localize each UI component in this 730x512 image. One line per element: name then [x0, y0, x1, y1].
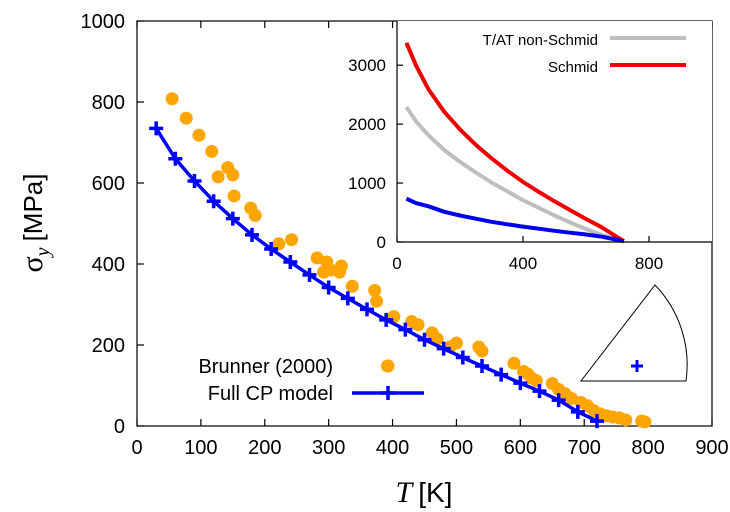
- model-point: [551, 393, 566, 408]
- model-point: [455, 350, 470, 365]
- x-axis-symbol: T: [396, 476, 415, 509]
- legend-marker-brunner: [381, 359, 395, 373]
- inset-x-tick-label: 0: [392, 254, 401, 273]
- brunner-point: [165, 92, 179, 106]
- x-tick-label: 900: [695, 437, 728, 459]
- inset-line-schmid: [404, 42, 625, 243]
- y-axis-title: σy [MPa]: [16, 174, 54, 273]
- model-point: [206, 194, 221, 209]
- model-point: [570, 404, 585, 419]
- model-point: [475, 359, 489, 374]
- brunner-point: [179, 111, 193, 125]
- inset-legend: T/AT non-Schmid Schmid: [483, 32, 686, 76]
- inset-background: [397, 21, 712, 242]
- model-series: [149, 121, 604, 429]
- brunner-point: [248, 208, 262, 222]
- brunner-point: [345, 279, 359, 293]
- x-tick-label: 0: [131, 437, 142, 459]
- legend-label-brunner: Brunner (2000): [198, 356, 333, 378]
- y-tick-label: 200: [92, 335, 125, 357]
- inset-plot: 0 400 800 0 1000 2000 3000 T/AT non-Schmid Sch…: [348, 21, 712, 273]
- y-axis-subscript: y: [32, 247, 54, 258]
- brunner-point: [211, 170, 225, 184]
- x-tick-label: 400: [376, 437, 409, 459]
- model-point: [245, 227, 259, 242]
- model-point: [590, 414, 604, 429]
- x-axis-unit: [K]: [418, 477, 452, 508]
- y-tick-label: 400: [92, 254, 125, 276]
- stereographic-triangle-outline: [579, 284, 688, 382]
- inset-line-model: [405, 196, 625, 244]
- brunner-point: [529, 374, 543, 388]
- brunner-point: [619, 413, 633, 427]
- main-ticks: 0 100 200 300 400 500 600 700 800 900 0 200 400 600 80…: [81, 11, 729, 459]
- inset-legend-label-schmid: Schmid: [548, 59, 598, 76]
- brunner-point: [430, 332, 444, 346]
- legend-marker-model: [381, 386, 395, 400]
- inset-x-tick-label: 800: [635, 254, 663, 273]
- model-point: [149, 121, 164, 136]
- stereographic-triangle: [579, 284, 688, 382]
- model-point: [379, 312, 394, 327]
- orientation-marker: [631, 360, 643, 372]
- model-point: [340, 291, 355, 306]
- y-tick-label: 800: [92, 92, 125, 114]
- y-axis-symbol: σ: [16, 256, 49, 272]
- inset-y-tick-label: 0: [377, 233, 386, 252]
- x-tick-label: 300: [312, 437, 345, 459]
- brunner-point: [638, 415, 652, 429]
- brunner-point: [449, 336, 463, 350]
- inset-ticks: 0 400 800 0 1000 2000 3000: [348, 56, 663, 273]
- brunner-point: [205, 144, 219, 158]
- x-tick-label: 500: [440, 437, 473, 459]
- brunner-point: [475, 344, 489, 358]
- inset-series: [404, 42, 625, 244]
- y-tick-label: 1000: [81, 11, 126, 33]
- model-point: [283, 254, 298, 269]
- y-tick-label: 0: [114, 416, 125, 438]
- model-point: [360, 302, 374, 317]
- x-tick-label: 700: [568, 437, 601, 459]
- inset-x-tick-label: 400: [509, 254, 537, 273]
- brunner-point: [192, 128, 206, 142]
- model-point: [494, 367, 509, 382]
- model-point: [321, 280, 336, 295]
- brunner-point: [370, 294, 384, 308]
- brunner-point: [334, 259, 348, 273]
- inset-y-tick-label: 1000: [348, 174, 386, 193]
- x-tick-label: 800: [631, 437, 664, 459]
- brunner-point: [226, 168, 240, 182]
- inset-y-tick-label: 2000: [348, 115, 386, 134]
- brunner-point: [368, 283, 382, 297]
- main-legend: Brunner (2000) Full CP model: [198, 356, 424, 405]
- svg-text:σy[MPa]: σy [MPa]: [16, 174, 54, 273]
- y-axis-unit: [MPa]: [18, 174, 48, 242]
- model-point: [436, 341, 451, 356]
- main-plot: 0 100 200 300 400 500 600 700 800 900 0 200 400 600 80…: [81, 11, 729, 459]
- brunner-point: [411, 318, 425, 332]
- x-axis-title: T [K]: [396, 476, 453, 509]
- brunner-point: [272, 237, 286, 251]
- model-point: [168, 151, 183, 166]
- brunner-point: [227, 189, 241, 203]
- x-tick-label: 200: [248, 437, 281, 459]
- model-point: [417, 332, 432, 347]
- legend-label-model: Full CP model: [208, 383, 333, 405]
- model-point: [532, 384, 547, 399]
- model-point: [513, 376, 528, 391]
- inset-y-tick-label: 3000: [348, 56, 386, 75]
- x-tick-label: 600: [504, 437, 537, 459]
- model-point: [225, 211, 240, 226]
- inset-legend-label-nonschmid: T/AT non-Schmid: [483, 32, 598, 49]
- model-point: [187, 173, 202, 188]
- brunner-point: [285, 233, 299, 247]
- x-tick-label: 100: [184, 437, 217, 459]
- model-point: [264, 242, 279, 257]
- brunner-point: [507, 356, 521, 370]
- inset-line-nonschmid: [404, 105, 625, 244]
- model-point: [398, 322, 413, 337]
- model-point: [302, 267, 317, 282]
- y-tick-label: 600: [92, 173, 125, 195]
